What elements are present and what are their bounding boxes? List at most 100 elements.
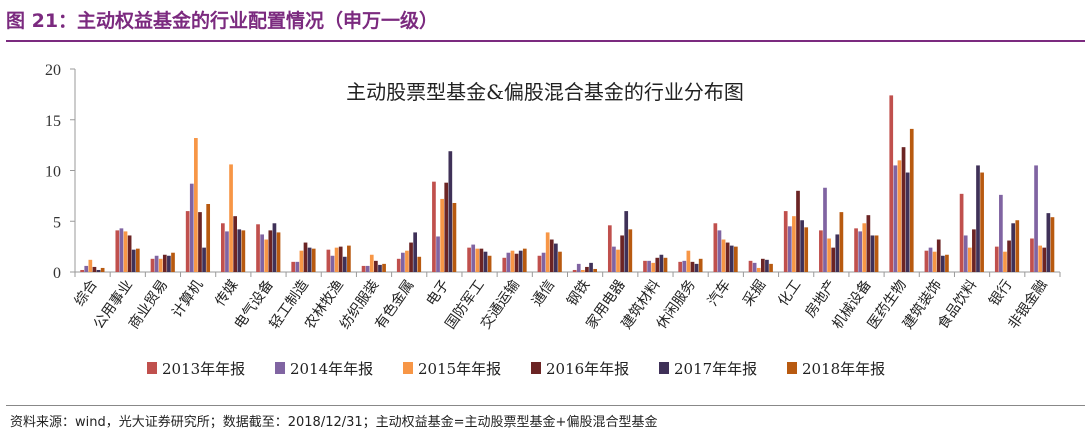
bar: [514, 253, 519, 272]
bar: [686, 250, 691, 272]
bar: [889, 95, 894, 272]
bar: [467, 247, 471, 272]
bar: [769, 263, 773, 272]
bar: [194, 138, 198, 272]
bar: [713, 223, 718, 272]
bars: [80, 95, 1055, 273]
bar: [783, 211, 788, 272]
bar: [84, 265, 89, 272]
bar: [88, 259, 93, 272]
bar: [866, 215, 871, 272]
x-tick-label: 银行: [986, 277, 1015, 309]
bar: [1042, 247, 1047, 272]
bar: [115, 230, 120, 272]
bar: [655, 257, 660, 272]
bar: [452, 202, 457, 272]
bar: [827, 238, 831, 272]
bar: [976, 165, 980, 272]
bar: [131, 249, 136, 272]
bar: [382, 263, 386, 272]
bar: [558, 251, 562, 272]
legend-label: 2013年年报: [162, 360, 245, 378]
bar: [471, 244, 476, 272]
bar: [545, 232, 550, 272]
bar: [936, 239, 941, 272]
bar: [593, 268, 597, 272]
bar: [483, 251, 488, 272]
bar: [311, 248, 316, 272]
bar: [607, 225, 612, 272]
bar: [690, 261, 695, 272]
bar: [924, 250, 929, 272]
chart-title: 主动股票型基金&偏股混合基金的行业分布图: [346, 80, 744, 104]
bar: [518, 250, 523, 272]
bar: [225, 231, 229, 272]
legend-swatch: [275, 362, 285, 374]
bar: [967, 247, 972, 272]
bar: [734, 246, 738, 273]
bar: [158, 258, 163, 272]
bar: [854, 228, 858, 272]
bar: [307, 247, 312, 272]
footer-rule: [6, 405, 1085, 406]
bar: [1007, 240, 1011, 272]
legend-label: 2015年年报: [418, 360, 501, 378]
bar: [765, 259, 769, 272]
x-tick-label: 采掘: [740, 277, 769, 309]
bar: [549, 239, 554, 272]
bar: [620, 235, 624, 272]
bar: [554, 243, 558, 272]
bar: [413, 232, 417, 272]
bar: [299, 250, 304, 272]
bar: [870, 235, 875, 272]
bar: [1050, 217, 1055, 272]
bar: [576, 263, 581, 272]
x-tick-label: 钢铁: [564, 277, 593, 309]
bar: [342, 256, 347, 272]
bar: [221, 223, 225, 272]
bar: [792, 216, 796, 272]
bar: [268, 230, 273, 272]
bar: [171, 252, 175, 272]
legend-label: 2014年年报: [290, 360, 373, 378]
bar: [378, 264, 382, 272]
bar: [150, 258, 155, 272]
bar: [616, 249, 620, 272]
bar: [237, 229, 242, 272]
bar: [326, 249, 331, 272]
bar: [475, 248, 480, 272]
figure-title: 图 21：主动权益基金的行业配置情况（申万一级）: [6, 10, 439, 32]
bar: [330, 255, 335, 272]
bar: [291, 261, 296, 272]
bar: [752, 262, 757, 272]
bar: [135, 248, 140, 272]
bar: [123, 231, 128, 272]
bar: [1038, 245, 1043, 272]
bar: [909, 128, 914, 272]
legend-label: 2016年年报: [546, 360, 629, 378]
bar: [522, 248, 527, 272]
bar: [823, 187, 827, 272]
bar: [405, 250, 409, 272]
legend-label: 2018年年报: [802, 360, 885, 378]
bar: [1015, 220, 1020, 272]
bar: [831, 247, 836, 272]
bar: [448, 151, 453, 272]
y-tick-label: 15: [45, 113, 61, 130]
legend-swatch: [147, 362, 157, 374]
y-tick-label: 5: [53, 214, 61, 231]
bar: [585, 266, 589, 272]
x-tick-label: 汽车: [704, 277, 734, 310]
bar: [572, 269, 577, 272]
bar: [510, 250, 515, 272]
bar: [202, 247, 206, 272]
bar: [487, 255, 492, 272]
bar: [264, 239, 269, 272]
legend-swatch: [787, 362, 797, 374]
bar: [787, 226, 792, 272]
bar: [432, 181, 436, 272]
bar: [189, 183, 194, 272]
bar: [369, 254, 374, 272]
bar: [624, 211, 629, 272]
